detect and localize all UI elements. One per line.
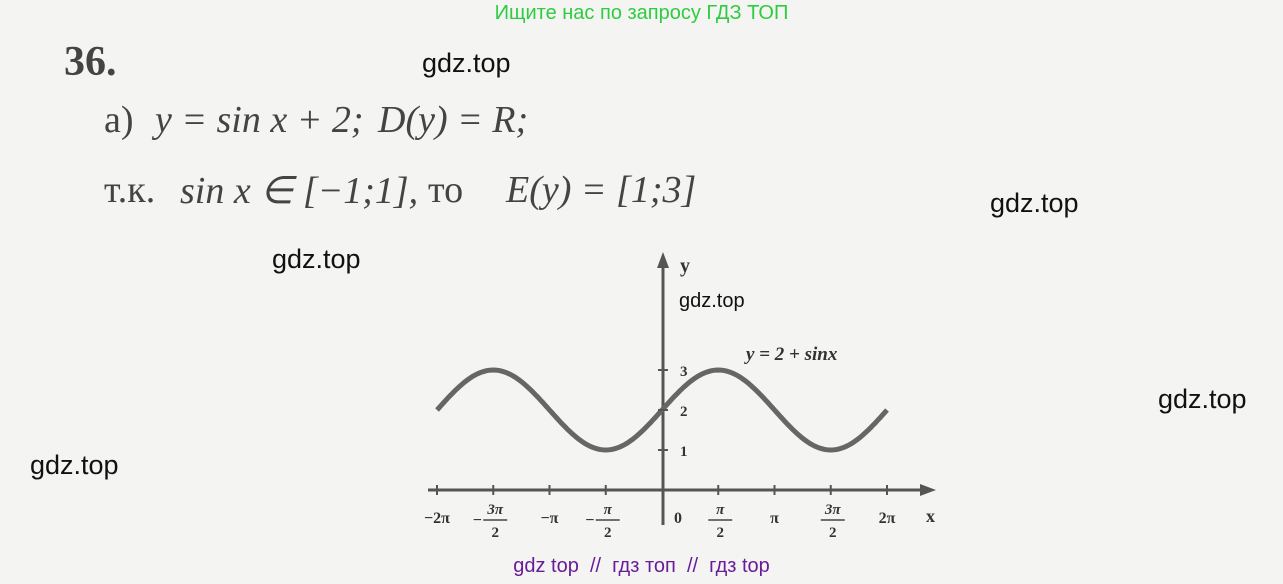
text: т.к. bbox=[104, 169, 156, 211]
x-tick-sign: − bbox=[473, 512, 482, 529]
y-tick-label: 1 bbox=[680, 444, 688, 460]
formula: sin x ∈ [−1;1], bbox=[180, 170, 419, 212]
banner: Ищите нас по запросу ГДЗ ТОП bbox=[494, 2, 789, 24]
x-tick-num: 3π bbox=[486, 502, 504, 518]
problem-number: 36. bbox=[64, 39, 117, 85]
watermark: gdz.top bbox=[30, 450, 119, 480]
watermark: gdz.top bbox=[1158, 384, 1247, 414]
curve-label: y = 2 + sinx bbox=[744, 344, 838, 365]
watermark: gdz.top bbox=[990, 188, 1079, 218]
x-axis-label: x bbox=[926, 506, 935, 526]
x-tick-num: π bbox=[604, 502, 613, 518]
x-tick-den: 2 bbox=[829, 525, 837, 541]
formula: D(y) = R; bbox=[378, 99, 529, 141]
x-tick-num: π bbox=[716, 502, 725, 518]
x-tick-den: 2 bbox=[717, 525, 725, 541]
watermark: gdz.top bbox=[422, 48, 511, 78]
arrow bbox=[657, 252, 669, 268]
x-tick-label: 0 bbox=[674, 510, 682, 527]
y-tick-label: 3 bbox=[680, 364, 688, 380]
x-tick-den: 2 bbox=[604, 525, 612, 541]
part-label: а) bbox=[104, 99, 134, 141]
x-tick-label: −2π bbox=[424, 510, 450, 527]
formula: y = sin x + 2; bbox=[155, 99, 364, 141]
watermark: gdz.top bbox=[272, 244, 361, 274]
x-tick-num: 3π bbox=[824, 502, 842, 518]
watermark: gdz.top bbox=[679, 290, 745, 312]
y-axis-label: y bbox=[680, 255, 690, 277]
arrow bbox=[920, 484, 936, 496]
x-tick-den: 2 bbox=[492, 525, 500, 541]
x-tick-sign: − bbox=[585, 512, 594, 529]
formula: E(y) = [1;3] bbox=[506, 169, 697, 211]
x-tick-label: π bbox=[770, 510, 779, 527]
text: то bbox=[428, 169, 464, 211]
y-tick-label: 2 bbox=[680, 404, 688, 420]
x-tick-label: 2π bbox=[879, 510, 896, 527]
footer: gdz top // гдз топ // гдз top bbox=[513, 555, 770, 577]
x-tick-label: −π bbox=[541, 510, 559, 527]
